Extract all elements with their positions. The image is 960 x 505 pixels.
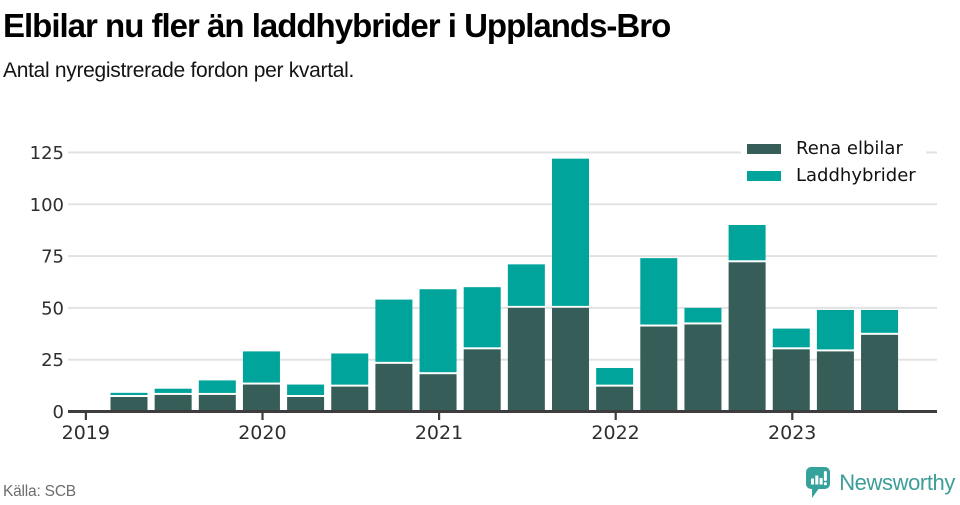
- bar-elbilar-2019-Q2: [110, 396, 148, 412]
- newsworthy-brand: Newsworthy: [806, 467, 955, 498]
- y-axis-label-100: 100: [30, 195, 64, 216]
- legend-item-laddhybrider: Laddhybrider: [747, 165, 916, 186]
- legend-item-elbilar: Rena elbilar: [747, 138, 916, 159]
- bar-laddhybrider-2020-Q1: [242, 351, 280, 383]
- bar-elbilar-2022-Q2: [640, 326, 678, 412]
- bar-elbilar-2020-Q2: [287, 396, 325, 412]
- bar-elbilar-2023-Q2: [816, 351, 854, 412]
- newsworthy-logo-icon: [806, 467, 831, 498]
- bar-elbilar-2019-Q3: [154, 394, 192, 412]
- x-axis-label-2021: 2021: [415, 422, 463, 444]
- gridline-75: [68, 255, 937, 258]
- y-axis-label-25: 25: [41, 350, 64, 371]
- bar-elbilar-2021-Q3: [507, 307, 545, 412]
- bar-elbilar-2021-Q2: [463, 349, 501, 412]
- x-axis-tick-2019: [84, 413, 87, 420]
- x-axis-tick-2021: [438, 413, 441, 420]
- bar-laddhybrider-2020-Q2: [287, 384, 325, 395]
- chart-legend: Rena elbilar Laddhybrider: [741, 135, 926, 189]
- bar-laddhybrider-2019-Q4: [198, 380, 236, 393]
- page-subtitle: Antal nyregistrerade fordon per kvartal.: [3, 59, 355, 82]
- logo-bar-1: [811, 478, 815, 485]
- bar-laddhybrider-2021-Q3: [507, 264, 545, 306]
- x-axis-tick-2023: [791, 413, 794, 420]
- bar-elbilar-2019-Q4: [198, 394, 236, 412]
- bar-laddhybrider-2021-Q2: [463, 287, 501, 348]
- gridline-50: [68, 306, 937, 309]
- bar-laddhybrider-2022-Q2: [640, 258, 678, 325]
- bar-laddhybrider-2019-Q2: [110, 392, 148, 395]
- bar-laddhybrider-2019-Q3: [154, 388, 192, 393]
- bar-elbilar-2022-Q3: [684, 324, 722, 412]
- x-axis-tick-2022: [614, 413, 617, 420]
- bar-laddhybrider-2022-Q3: [684, 307, 722, 323]
- gridline-25: [68, 358, 937, 361]
- y-axis-label-125: 125: [30, 143, 64, 164]
- legend-swatch-elbilar: [747, 143, 781, 154]
- legend-label-elbilar: Rena elbilar: [796, 138, 903, 159]
- bar-elbilar-2020-Q1: [242, 384, 280, 412]
- bar-laddhybrider-2023-Q1: [772, 328, 810, 348]
- y-axis-label-50: 50: [41, 298, 64, 319]
- bar-laddhybrider-2023-Q2: [816, 309, 854, 350]
- x-axis-tick-2020: [261, 413, 264, 420]
- logo-exclamation-dot: [824, 482, 828, 486]
- newsworthy-wordmark: Newsworthy: [839, 469, 955, 495]
- bar-laddhybrider-2022-Q4: [728, 224, 766, 261]
- y-axis-label-0: 0: [53, 402, 64, 423]
- bar-elbilar-2020-Q3: [331, 386, 369, 412]
- bar-laddhybrider-2021-Q4: [552, 158, 589, 306]
- x-axis-line: [68, 410, 937, 413]
- page-title: Elbilar nu fler än laddhybrider i Upplan…: [3, 7, 671, 44]
- logo-exclamation-stem: [824, 471, 828, 481]
- logo-bar-3: [819, 478, 823, 485]
- bar-elbilar-2021-Q4: [552, 307, 589, 412]
- bar-laddhybrider-2023-Q3: [861, 309, 899, 333]
- x-axis-label-2022: 2022: [591, 422, 639, 444]
- bar-elbilar-2023-Q3: [861, 334, 899, 412]
- gridline-100: [68, 203, 937, 206]
- y-axis-label-75: 75: [41, 247, 64, 268]
- logo-bar-2: [815, 475, 819, 485]
- bar-laddhybrider-2020-Q4: [375, 299, 413, 362]
- bar-laddhybrider-2022-Q1: [596, 367, 634, 385]
- gridline-125: [68, 151, 937, 154]
- x-axis-label-2019: 2019: [62, 422, 110, 444]
- source-credit: Källa: SCB: [3, 483, 76, 500]
- legend-swatch-laddhybrider: [747, 170, 781, 181]
- bar-elbilar-2023-Q1: [772, 349, 810, 412]
- bar-elbilar-2020-Q4: [375, 363, 413, 412]
- bar-laddhybrider-2021-Q1: [419, 289, 457, 373]
- x-axis-label-2020: 2020: [238, 422, 286, 444]
- legend-label-laddhybrider: Laddhybrider: [796, 165, 916, 186]
- x-axis-label-2023: 2023: [768, 422, 816, 444]
- bar-elbilar-2022-Q1: [596, 386, 634, 412]
- bar-elbilar-2021-Q1: [419, 374, 457, 412]
- bar-elbilar-2022-Q4: [728, 262, 766, 412]
- bar-laddhybrider-2020-Q3: [331, 353, 369, 385]
